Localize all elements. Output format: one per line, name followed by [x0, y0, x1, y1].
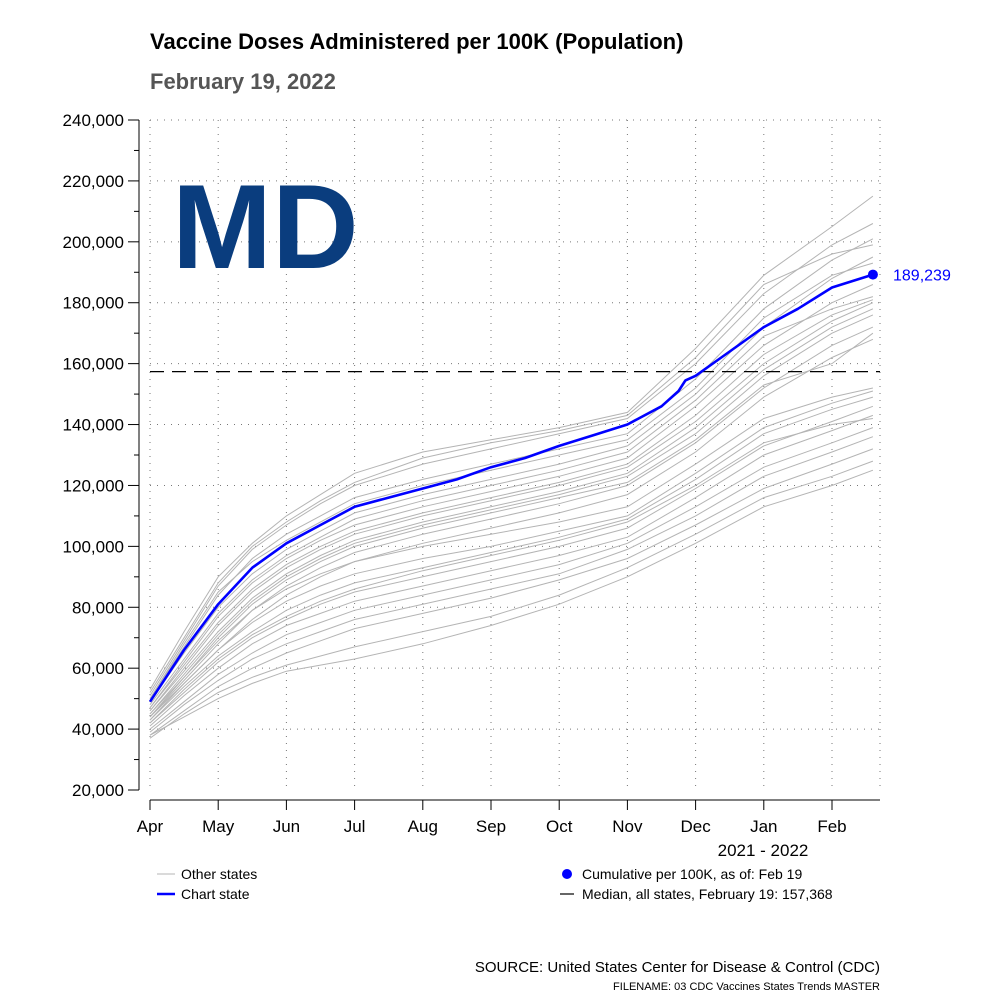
other-state-line [149, 387, 874, 715]
end-point-label: 189,239 [893, 268, 951, 285]
x-tick-label: Aug [408, 817, 438, 836]
other-state-line [149, 414, 874, 727]
other-state-line [149, 390, 874, 718]
other-state-line [149, 448, 874, 736]
y-tick-label: 220,000 [63, 172, 124, 191]
y-tick-label: 160,000 [63, 355, 124, 374]
other-state-line [149, 195, 874, 690]
gridlines [149, 119, 881, 790]
legend-other-states-label: Other states [181, 866, 257, 882]
end-point-marker [867, 269, 878, 280]
x-tick-label: Sep [476, 817, 506, 836]
other-state-line [149, 296, 874, 705]
other-state-line [149, 427, 874, 730]
chart-title: Vaccine Doses Administered per 100K (Pop… [150, 29, 683, 54]
state-label: MD [172, 160, 359, 294]
other-state-line [149, 302, 874, 712]
y-tick-label: 140,000 [63, 416, 124, 435]
other-state-line [149, 284, 874, 709]
other-state-line [149, 396, 874, 721]
legend-cumulative-marker [562, 869, 572, 879]
legend-median-label: Median, all states, February 19: 157,368 [582, 886, 833, 902]
x-axis-label: 2021 - 2022 [718, 841, 809, 860]
other-state-line [149, 460, 874, 739]
legend-cumulative-label: Cumulative per 100K, as of: Feb 19 [582, 866, 802, 882]
other-state-line [149, 223, 874, 696]
x-tick-label: Jul [344, 817, 366, 836]
other-state-line [149, 436, 874, 733]
y-tick-label: 200,000 [63, 233, 124, 252]
chart-subtitle: February 19, 2022 [150, 69, 336, 94]
x-tick-label: Feb [817, 817, 846, 836]
legend-chart-state-label: Chart state [181, 886, 250, 902]
legend: Other states Chart state Cumulative per … [157, 866, 833, 902]
y-tick-label: 80,000 [72, 598, 124, 617]
other-state-line [149, 314, 874, 715]
x-tick-label: Dec [680, 817, 711, 836]
other-state-line [149, 405, 874, 724]
other-state-line [149, 299, 874, 709]
other-states-lines [149, 195, 874, 739]
other-state-line [149, 238, 874, 699]
other-state-line [149, 326, 874, 718]
other-state-line [149, 469, 874, 736]
other-state-line [149, 262, 874, 699]
y-tick-label: 60,000 [72, 659, 124, 678]
other-state-line [149, 332, 874, 718]
footer-source: SOURCE: United States Center for Disease… [475, 959, 880, 976]
x-tick-label: Nov [612, 817, 643, 836]
other-state-line [149, 256, 874, 702]
y-tick-label: 40,000 [72, 720, 124, 739]
x-tick-label: Jun [273, 817, 300, 836]
x-tick-label: May [202, 817, 235, 836]
y-tick-label: 20,000 [72, 781, 124, 800]
other-state-line [149, 308, 874, 712]
chart-state-line [148, 273, 874, 703]
x-tick-label: Apr [137, 817, 164, 836]
x-tick-label: Jan [750, 817, 777, 836]
y-tick-label: 120,000 [63, 476, 124, 495]
axes: 20,000 40,000 60,000 80,000 100,000 120,000 14… [63, 111, 880, 836]
other-state-line [149, 338, 874, 721]
other-state-line [149, 244, 874, 693]
y-tick-label: 100,000 [63, 537, 124, 556]
footer-filename: FILENAME: 03 CDC Vaccines States Trends … [613, 981, 880, 993]
y-tick-label: 240,000 [63, 111, 124, 130]
x-tick-label: Oct [546, 817, 573, 836]
other-state-line [149, 418, 873, 724]
y-tick-label: 180,000 [63, 294, 124, 313]
